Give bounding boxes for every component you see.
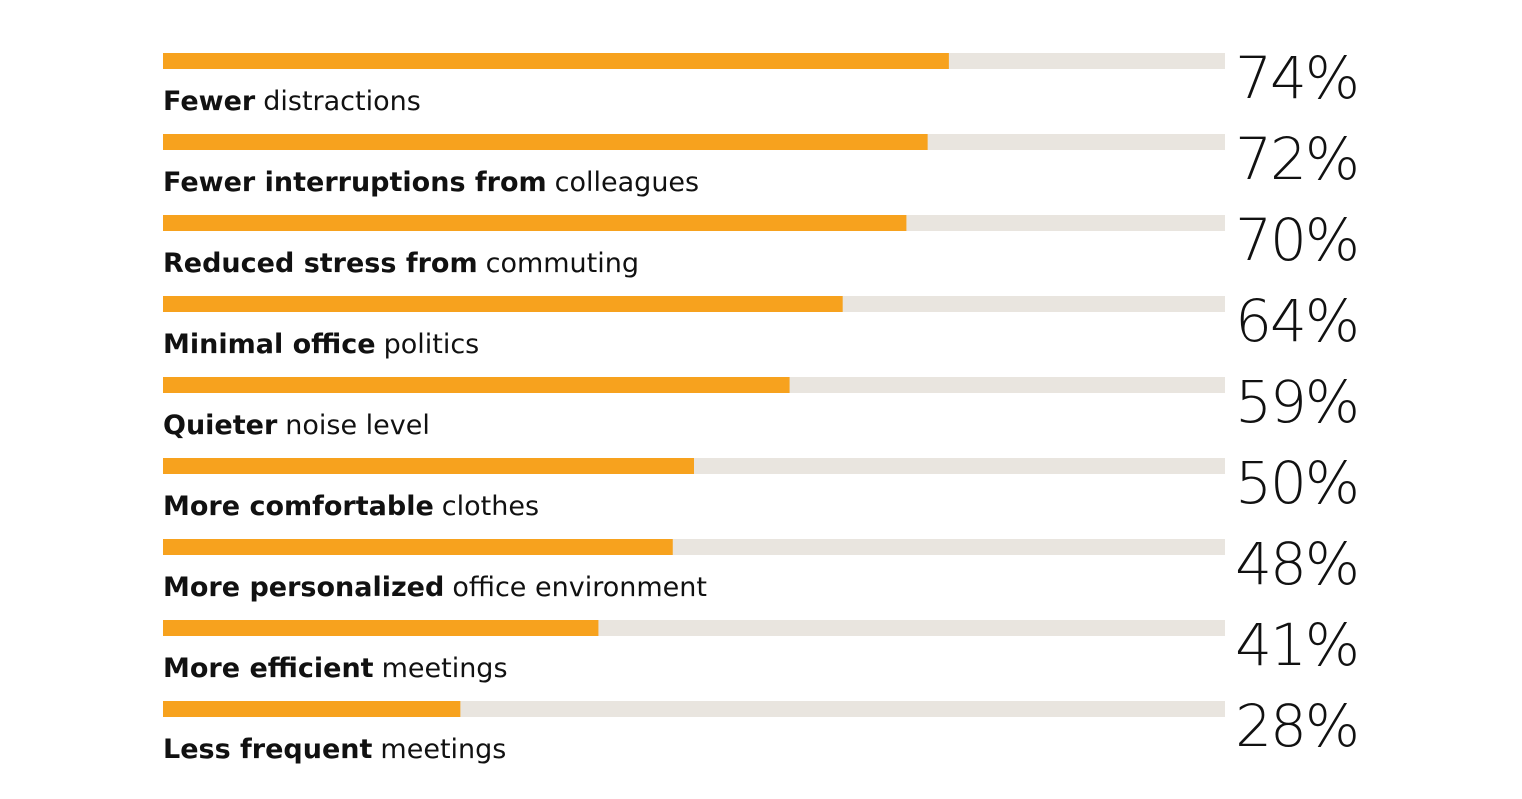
category-label: More comfortable clothes <box>163 491 539 522</box>
bar <box>163 701 461 717</box>
category-label: More efficient meetings <box>163 653 508 684</box>
category-label-rest: meetings <box>382 653 508 684</box>
category-label-rest: colleagues <box>555 167 699 198</box>
bar <box>163 458 694 474</box>
bar <box>163 377 790 393</box>
category-label-strong: More comfortable <box>163 491 434 522</box>
category-label: Fewer interruptions from colleagues <box>163 167 699 198</box>
value-label: 50% <box>1235 449 1358 517</box>
category-label-strong: Fewer interruptions from <box>163 167 547 198</box>
category-label-strong: Minimal office <box>163 329 376 360</box>
category-label: Reduced stress from commuting <box>163 248 639 279</box>
category-label: Quieter noise level <box>163 410 430 441</box>
bar <box>163 134 928 150</box>
category-label: Less frequent meetings <box>163 734 506 765</box>
category-label-rest: commuting <box>486 248 639 279</box>
value-label: 59% <box>1235 368 1358 436</box>
category-label-rest: noise level <box>285 410 430 441</box>
value-label: 72% <box>1235 125 1358 193</box>
category-label: Fewer distractions <box>163 86 421 117</box>
category-label-strong: More efficient <box>163 653 374 684</box>
category-label-strong: More personalized <box>163 572 444 603</box>
category-label-rest: politics <box>384 329 480 360</box>
category-label-strong: Reduced stress from <box>163 248 478 279</box>
category-label-strong: Quieter <box>163 410 278 441</box>
value-label: 48% <box>1235 530 1358 598</box>
category-label: More personalized office environment <box>163 572 707 603</box>
bar <box>163 296 843 312</box>
bar <box>163 539 673 555</box>
bar <box>163 620 599 636</box>
category-label-rest: distractions <box>263 86 421 117</box>
value-label: 41% <box>1235 611 1358 679</box>
category-label: Minimal office politics <box>163 329 479 360</box>
value-label: 70% <box>1235 206 1358 274</box>
value-label: 64% <box>1235 287 1358 355</box>
category-label-strong: Fewer <box>163 86 256 117</box>
value-label: 74% <box>1235 44 1358 112</box>
value-label: 28% <box>1235 692 1358 760</box>
category-label-rest: meetings <box>380 734 506 765</box>
category-label-rest: clothes <box>442 491 539 522</box>
category-label-strong: Less frequent <box>163 734 373 765</box>
bar <box>163 215 907 231</box>
category-label-rest: office environment <box>452 572 707 603</box>
bar <box>163 53 949 69</box>
